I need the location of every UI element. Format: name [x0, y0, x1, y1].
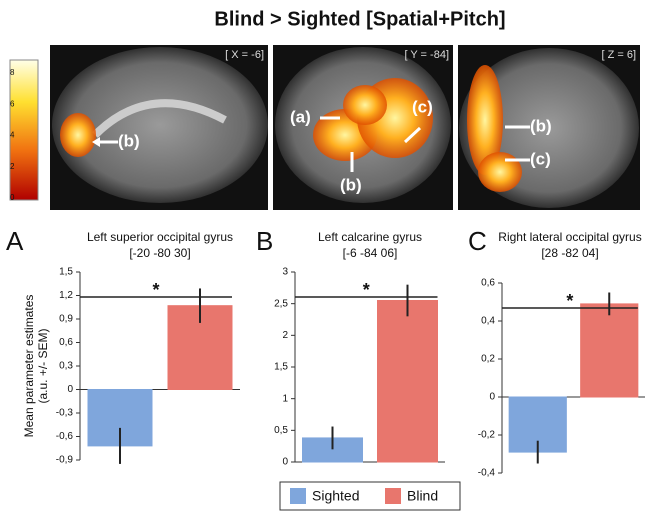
y-tick-label: 0,5 — [274, 425, 288, 436]
region-label: (a) — [290, 107, 311, 126]
chart-subtitle: [-6 -84 06] — [343, 246, 398, 260]
coord-label: [ X = -6] — [225, 49, 264, 61]
y-tick-label: -0,2 — [478, 430, 496, 441]
panel-letter: A — [6, 226, 24, 256]
y-tick-label: 0 — [67, 384, 73, 395]
y-tick-label: 1 — [282, 393, 288, 404]
y-tick-label: 2 — [282, 330, 288, 341]
legend-label: Sighted — [312, 488, 359, 504]
colorbar-tick-label: 4 — [10, 131, 15, 140]
y-tick-label: 0 — [282, 457, 288, 468]
panel-letter: C — [468, 226, 487, 256]
figure-title: Blind > Sighted [Spatial+Pitch] — [214, 8, 505, 30]
bar — [378, 301, 438, 463]
coord-label: [ Y = -84] — [404, 49, 449, 61]
legend-swatch — [385, 488, 401, 504]
panel-letter: B — [256, 226, 273, 256]
chart-title: Left calcarine gyrus — [318, 230, 422, 244]
legend-label: Blind — [407, 488, 438, 504]
page: {"figure": {"title": "Blind > Sighted [S… — [0, 0, 665, 516]
brain-panel: (a) (c) (b) [ Y = -84] — [273, 45, 453, 210]
y-tick-label: -0,3 — [56, 408, 74, 419]
chart-subtitle: [28 -82 04] — [541, 246, 598, 260]
y-tick-label: 3 — [282, 267, 288, 278]
body: Blind > Sighted [Spatial+Pitch] (b) [ X … — [0, 0, 665, 516]
legend-swatch — [290, 488, 306, 504]
y-tick-label: 1,2 — [59, 290, 73, 301]
y-tick-label: 1,5 — [59, 267, 73, 278]
region-label: (c) — [530, 149, 551, 168]
chart-title: Left superior occipital gyrus — [87, 230, 233, 244]
colorbar-tick-label: 2 — [10, 162, 15, 171]
brain-panel: (b) (c) [ Z = 6] — [458, 45, 640, 210]
y-tick-label: -0,4 — [478, 468, 496, 479]
y-tick-label: 0,6 — [481, 278, 495, 289]
chart-subtitle: [-20 -80 30] — [129, 246, 190, 260]
y-tick-label: -0,6 — [56, 431, 74, 442]
y-tick-label: 0,3 — [59, 361, 73, 372]
region-label: (b) — [340, 175, 362, 194]
y-tick-label: 0,4 — [481, 316, 495, 327]
brain-panel: (b) [ X = -6] — [50, 45, 268, 210]
region-label: (c) — [412, 97, 433, 116]
significance-marker: * — [363, 280, 370, 300]
region-label: (b) — [118, 131, 140, 150]
colorbar-tick-label: 8 — [10, 68, 15, 77]
bar — [581, 304, 638, 397]
y-axis-label: Mean parameter estimates — [22, 295, 36, 438]
y-axis-label: (a.u. +/- SEM) — [36, 328, 50, 403]
colorbar-tick-label: 0 — [10, 193, 15, 202]
coord-label: [ Z = 6] — [601, 49, 636, 61]
y-tick-label: 2,5 — [274, 298, 288, 309]
y-tick-label: 0,2 — [481, 354, 495, 365]
region-label: (b) — [530, 116, 552, 135]
y-tick-label: 0,6 — [59, 337, 73, 348]
y-tick-label: 0 — [489, 392, 495, 403]
y-tick-label: 1,5 — [274, 362, 288, 373]
figure: Blind > Sighted [Spatial+Pitch] (b) [ X … — [0, 0, 665, 516]
significance-marker: * — [152, 280, 159, 300]
significance-marker: * — [566, 291, 573, 311]
colorbar-tick-label: 6 — [10, 99, 15, 108]
y-tick-label: 0,9 — [59, 314, 73, 325]
chart-title: Right lateral occipital gyrus — [498, 230, 641, 244]
y-tick-label: -0,9 — [56, 455, 74, 466]
